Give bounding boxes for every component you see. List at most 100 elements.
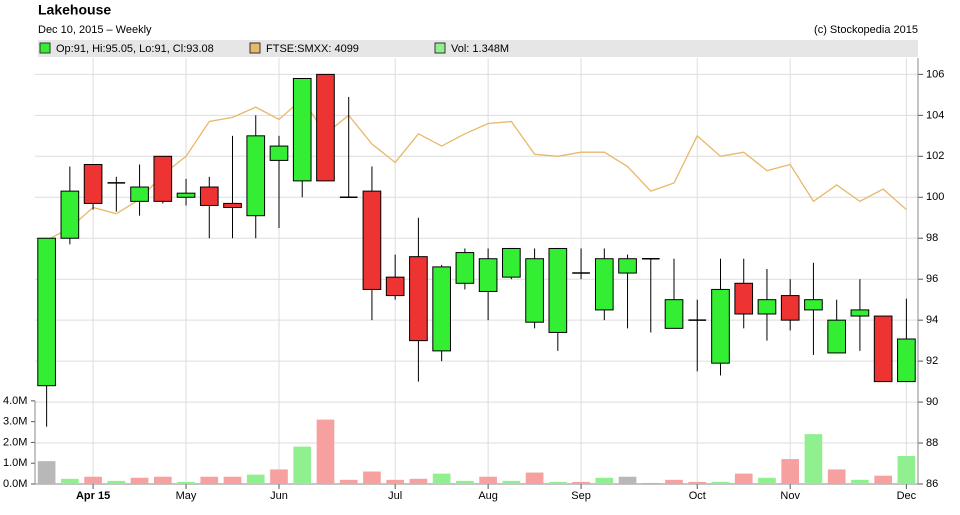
volume-bar [223, 476, 242, 484]
y-tick-label: 94 [926, 314, 938, 326]
volume-bar [781, 459, 800, 484]
x-tick-label: Dec [897, 490, 917, 502]
candle-body [502, 247, 521, 278]
volume-bar [641, 482, 660, 484]
candle-body [246, 135, 266, 217]
volume-bar [595, 477, 614, 484]
volume-bar [84, 476, 102, 484]
volume-bar [61, 478, 79, 484]
legend-label: Vol: 1.348M [451, 43, 509, 55]
y-tick-label: 106 [926, 68, 944, 80]
chart-subtitle: Dec 10, 2015 – Weekly [38, 24, 152, 36]
y2-tick-label: 1.0M [3, 457, 27, 469]
y-tick-label: 102 [926, 150, 944, 162]
chart-title: Lakehouse [38, 2, 111, 18]
candle-body [37, 237, 56, 387]
candle-body [827, 319, 847, 354]
volume-bar [316, 419, 335, 484]
volume-bar [804, 434, 823, 484]
candle-body [385, 276, 405, 297]
volume-bar [432, 473, 451, 484]
y2-tick-label: 4.0M [3, 395, 27, 407]
y-tick-label: 92 [926, 355, 938, 367]
candle-body [292, 77, 312, 182]
y2-tick-label: 0.0M [3, 478, 27, 490]
index-line [46, 97, 907, 241]
volume-bar [548, 481, 567, 484]
y2-tick-label: 2.0M [3, 436, 27, 448]
x-tick-label: Oct [689, 490, 706, 502]
volume-bar [386, 479, 405, 484]
candle-body [83, 164, 103, 204]
volume-bar [270, 469, 288, 484]
volume-bar [130, 477, 149, 484]
y2-tick-label: 3.0M [3, 416, 27, 428]
x-tick-label: Apr 15 [76, 490, 110, 502]
candle-body [176, 192, 196, 198]
candle-body [432, 266, 451, 352]
candle-body [780, 295, 800, 321]
candle-body [804, 299, 823, 311]
x-tick-label: May [176, 490, 197, 502]
volume-bar [479, 476, 497, 484]
volume-bar [758, 477, 776, 484]
x-tick-label: Sep [571, 490, 591, 502]
volume-bar [897, 455, 916, 484]
volume-bar [37, 461, 56, 484]
volume-bar [711, 481, 730, 484]
volume-bar [363, 471, 381, 484]
candle-body [548, 247, 568, 333]
candle-body [130, 186, 149, 202]
volume-bar [827, 469, 846, 484]
volume-bar [525, 472, 544, 484]
y-tick-label: 96 [926, 273, 938, 285]
candle-body [269, 145, 289, 161]
y-tick-label: 100 [926, 191, 944, 203]
candle-body [362, 190, 382, 290]
candle-body [897, 338, 916, 383]
candle-body [711, 288, 730, 364]
legend-swatch [39, 42, 51, 54]
x-tick-label: Aug [478, 490, 498, 502]
candle-body [455, 252, 475, 284]
candle-body [478, 258, 498, 292]
volume-bar [665, 479, 683, 484]
x-tick-label: Jul [388, 490, 402, 502]
candle-body [734, 282, 754, 315]
candle-body [525, 258, 544, 323]
candle-body [850, 309, 870, 317]
volume-bar [153, 476, 172, 484]
candle-body [316, 73, 335, 182]
volume-bar [851, 479, 869, 484]
volume-bar [177, 481, 195, 484]
volume-bar [734, 473, 753, 484]
y-tick-label: 86 [926, 478, 938, 490]
credit: (c) Stockopedia 2015 [814, 24, 918, 36]
volume-bar [107, 480, 126, 484]
legend-swatch [249, 42, 261, 54]
candle-body [409, 256, 428, 342]
volume-bar [246, 474, 265, 484]
candle-body [594, 258, 614, 311]
volume-bar [572, 481, 590, 484]
volume-bar [339, 479, 358, 484]
volume-bar [409, 478, 428, 484]
legend-label: Op:91, Hi:95.05, Lo:91, Cl:93.08 [56, 43, 214, 55]
candle-body [60, 190, 80, 239]
candle-body [223, 202, 242, 209]
volume-bar [618, 476, 637, 484]
volume-bar [293, 446, 312, 484]
y-tick-label: 104 [926, 109, 944, 121]
volume-bar [200, 476, 219, 484]
candle-body [199, 186, 219, 206]
y-tick-label: 98 [926, 232, 938, 244]
candle-body [618, 258, 637, 274]
y-tick-label: 88 [926, 437, 938, 449]
y-tick-label: 90 [926, 396, 938, 408]
x-tick-label: Jun [270, 490, 288, 502]
candle-body [757, 299, 777, 315]
volume-bar [456, 480, 474, 484]
volume-bar [874, 475, 892, 484]
candle-body [153, 155, 173, 202]
